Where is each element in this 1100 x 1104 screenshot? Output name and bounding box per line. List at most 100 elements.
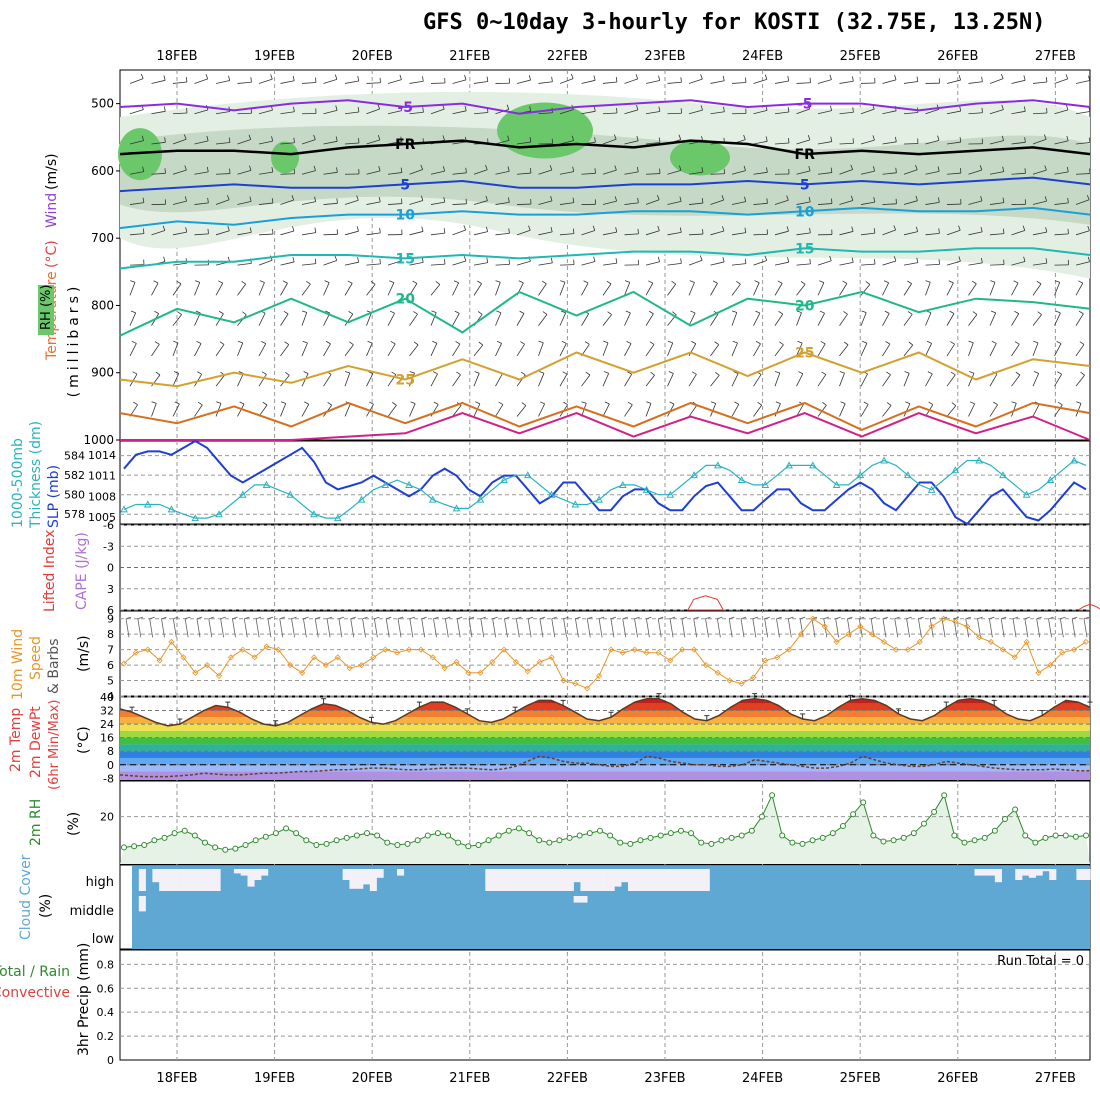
surface-barb	[635, 619, 638, 638]
wind-barb	[474, 232, 488, 235]
wind-barb	[345, 81, 359, 83]
wind-barb	[345, 283, 352, 295]
cloud-high-clear	[214, 869, 221, 891]
temp-band	[120, 697, 1090, 704]
wind-barb	[238, 343, 243, 356]
isotherm-label: -5	[398, 100, 414, 116]
wind-barb-flag	[380, 259, 381, 264]
wind-barb-flag	[626, 311, 631, 313]
wind-barb	[990, 282, 995, 295]
wind-barb	[152, 80, 166, 83]
rh-marker	[780, 833, 785, 838]
wind-barb-flag	[389, 281, 394, 283]
wind-barb-flag	[499, 402, 503, 405]
wind-barb	[947, 406, 956, 417]
wind-barb	[689, 79, 702, 83]
wind-barb-flag	[519, 281, 524, 283]
cloud-high-clear	[200, 869, 207, 891]
wind-barb	[1076, 344, 1084, 355]
wind-units: (m/s)	[76, 635, 92, 672]
wind-barb	[646, 81, 660, 84]
wind-barb	[281, 81, 295, 84]
wind-barb	[947, 375, 955, 386]
rh-marker	[1013, 807, 1018, 812]
wind-barb	[517, 80, 531, 83]
wind-barb-flag	[733, 341, 738, 343]
wind-barb-flag	[908, 311, 912, 314]
wind-barb	[130, 79, 143, 84]
cloud-high-clear	[696, 869, 703, 891]
cloud-high-clear	[173, 869, 180, 891]
wind-barb-flag	[734, 402, 738, 404]
rh-marker	[324, 841, 329, 846]
wind-barb	[410, 314, 418, 325]
ylabel-part: (m/s)	[44, 153, 60, 190]
wind-barb	[797, 264, 811, 265]
cloud-high-clear	[207, 869, 214, 891]
wind-barb	[926, 313, 931, 326]
isotherm-label: 5	[800, 177, 810, 193]
wind-barb-flag	[862, 311, 867, 313]
wind-barb	[410, 404, 416, 417]
wind-barb-flag	[840, 371, 845, 373]
wind-barb-flag	[349, 311, 353, 314]
cloud-high-clear	[159, 869, 166, 891]
wind-barb	[130, 110, 143, 114]
wind-barb	[474, 82, 488, 84]
cloud-high-clear	[662, 869, 669, 891]
wind-barb	[388, 313, 395, 325]
wind-barb-flag	[866, 281, 870, 284]
wind-barb	[711, 283, 718, 295]
wind-barb-flag	[779, 342, 783, 345]
wind-barb-flag	[585, 342, 589, 345]
wind-barb	[453, 261, 466, 265]
cloud-high-clear	[166, 869, 173, 891]
rh-marker	[982, 835, 987, 840]
surface-barb	[587, 619, 590, 638]
wind-barb-flag	[454, 281, 459, 283]
wind-barb-flag	[477, 281, 481, 284]
wind-barb-flag	[969, 341, 974, 343]
cloud-high-clear	[981, 869, 988, 876]
wind-barb-flag	[830, 75, 832, 80]
cloud-high-clear	[988, 869, 995, 876]
wind-barb	[367, 83, 381, 84]
ylabel-part: Wind	[44, 193, 60, 228]
wind-barb-flag	[357, 226, 358, 231]
wind-barb-flag	[497, 341, 502, 343]
wind-barb	[259, 79, 272, 83]
rh-marker	[567, 835, 572, 840]
wind-barb-flag	[260, 281, 265, 283]
rh-marker	[284, 826, 289, 831]
wind-barb	[195, 344, 202, 356]
wind-barb	[883, 405, 892, 416]
wind-barb	[388, 80, 401, 84]
temp-band	[120, 765, 1090, 772]
wind-barb	[625, 344, 632, 356]
surface-barb	[327, 619, 330, 638]
wind-barb-flag	[843, 281, 847, 284]
cloud-high-clear	[533, 869, 540, 891]
cloud-high-clear	[540, 869, 547, 891]
rh-marker	[689, 831, 694, 836]
wind-barb-flag	[475, 371, 480, 373]
rh-marker	[425, 833, 430, 838]
wind-barb-flag	[765, 75, 767, 80]
date-label-top: 24FEB	[742, 49, 783, 64]
wind-barb	[560, 374, 567, 386]
rh-marker	[932, 809, 937, 814]
wind-barb-flag	[604, 371, 609, 373]
wind-barb-flag	[303, 341, 308, 343]
rh-marker	[1043, 835, 1048, 840]
wind-barb-flag	[690, 281, 695, 283]
surface-barb-flag	[528, 617, 533, 619]
wind-barb	[969, 82, 983, 84]
isotherm-label: 15	[396, 251, 415, 267]
cloud-high-clear	[594, 869, 601, 891]
cloud-high-clear	[974, 869, 981, 876]
wind-barb	[173, 373, 179, 386]
wind-barb	[474, 263, 488, 265]
wind-speed-series	[124, 619, 1086, 689]
wind-barb	[517, 344, 525, 356]
